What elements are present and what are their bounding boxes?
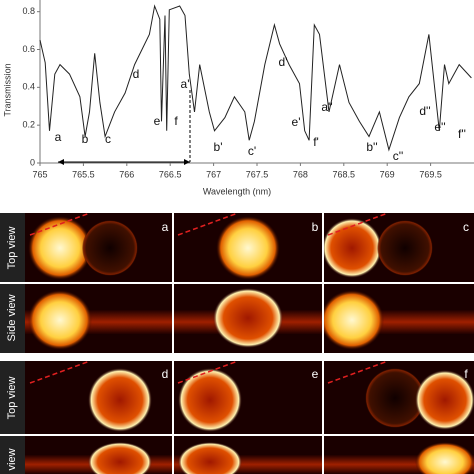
x-tick-label: 768.5 xyxy=(333,169,356,179)
peak-label: e xyxy=(154,114,161,128)
x-tick-label: 767.5 xyxy=(246,169,269,179)
peak-label: e' xyxy=(292,115,301,129)
peak-label: b xyxy=(82,132,89,146)
row-label: Top view xyxy=(6,227,18,270)
dashed-guide xyxy=(327,360,389,384)
image-panels: Top view Side view Top view Side view a … xyxy=(0,210,474,474)
peak-label: a xyxy=(55,130,62,144)
panel-letter: a xyxy=(162,220,169,234)
row-label-bg xyxy=(0,361,25,474)
spectrum-chart: 765 765.5 766 766.5 767 767.5 768 768.5 769 769.5… xyxy=(22,0,474,179)
y-tick-label: 0.6 xyxy=(22,44,35,54)
panel-letter: c xyxy=(463,220,469,234)
panel-letter: e xyxy=(312,367,319,381)
panel-letter: d xyxy=(162,367,169,381)
x-tick-label: 766.5 xyxy=(159,169,182,179)
resonator xyxy=(216,216,280,280)
panel-letter: b xyxy=(312,220,319,234)
dashed-guide xyxy=(177,212,239,236)
row-label: Side view xyxy=(6,448,18,474)
row-label: Top view xyxy=(6,377,18,420)
x-tick-label: 765 xyxy=(32,169,47,179)
peak-label: c xyxy=(105,132,111,146)
peak-label: a'' xyxy=(321,100,332,114)
peak-label: e'' xyxy=(434,120,445,134)
peak-label: d' xyxy=(279,55,288,69)
dashed-guide xyxy=(327,212,389,236)
resonator-side xyxy=(415,442,474,474)
panel-letter: f xyxy=(464,367,468,381)
resonator xyxy=(415,370,474,430)
x-tick-label: 767 xyxy=(206,169,221,179)
resonator xyxy=(88,368,152,432)
y-axis-label: Transmission xyxy=(2,63,12,116)
resonator xyxy=(82,220,138,276)
x-tick-label: 768 xyxy=(293,169,308,179)
resonator xyxy=(178,368,242,432)
x-axis-label: Wavelength (nm) xyxy=(203,186,271,196)
peak-label: f'' xyxy=(458,127,466,141)
resonator-side xyxy=(28,290,92,350)
x-tick-label: 765.5 xyxy=(72,169,95,179)
y-tick-label: 0.8 xyxy=(22,6,35,16)
peak-label: d'' xyxy=(419,104,430,118)
y-tick-label: 0.4 xyxy=(22,82,35,92)
peak-label: f' xyxy=(313,135,319,149)
resonator xyxy=(322,218,382,278)
resonator xyxy=(28,216,92,280)
y-tick-label: 0.2 xyxy=(22,120,35,130)
peak-label: c' xyxy=(248,144,256,158)
resonator xyxy=(365,368,425,428)
peak-label: f xyxy=(174,114,178,128)
dashed-guide xyxy=(29,360,91,384)
dashed-guide xyxy=(177,360,239,384)
y-tick-label: 0 xyxy=(30,157,35,167)
x-tick-label: 766 xyxy=(119,169,134,179)
peak-label: c'' xyxy=(393,149,404,163)
peak-label: a' xyxy=(181,77,190,91)
dashed-guide xyxy=(29,212,91,236)
peak-label: d xyxy=(133,67,140,81)
peak-label: b' xyxy=(214,140,223,154)
resonator xyxy=(377,220,433,276)
resonator-side xyxy=(88,442,152,474)
resonator-side xyxy=(213,288,283,348)
row-label: Side view xyxy=(6,294,18,341)
resonator-side xyxy=(178,442,242,474)
x-tick-label: 769 xyxy=(380,169,395,179)
x-tick-label: 769.5 xyxy=(419,169,442,179)
spectrum-line xyxy=(39,4,472,152)
peak-label: b'' xyxy=(366,140,377,154)
resonator-side xyxy=(320,290,384,350)
